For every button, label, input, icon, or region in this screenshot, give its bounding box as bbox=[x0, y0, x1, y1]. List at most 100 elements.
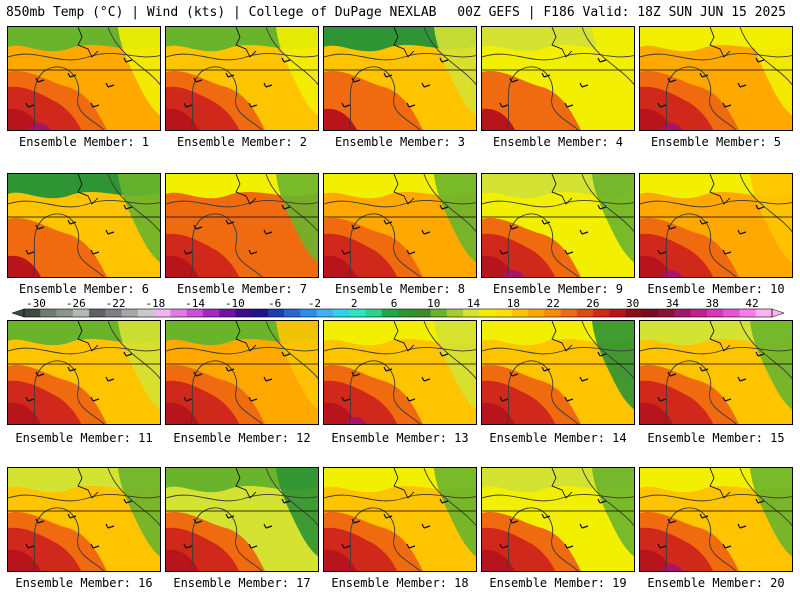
colorbar-segment bbox=[658, 309, 675, 317]
ensemble-member-label: Ensemble Member: 6 bbox=[18, 282, 150, 296]
colorbar-segment bbox=[528, 309, 545, 317]
ensemble-map-panel bbox=[639, 467, 793, 572]
ensemble-map-panel bbox=[323, 173, 477, 278]
colorbar-segment bbox=[316, 309, 334, 317]
ensemble-map-panel bbox=[7, 26, 161, 131]
ensemble-member-label: Ensemble Member: 2 bbox=[176, 135, 308, 149]
colorbar-segment bbox=[56, 309, 74, 317]
temperature-field-map bbox=[482, 468, 634, 571]
colorbar-segment bbox=[40, 309, 57, 317]
ensemble-member-label: Ensemble Member: 19 bbox=[489, 576, 627, 590]
ensemble-member-label: Ensemble Member: 8 bbox=[334, 282, 466, 296]
colorbar-segment bbox=[593, 309, 610, 317]
temperature-field-map bbox=[482, 27, 634, 130]
colorbar-segment bbox=[495, 309, 513, 317]
colorbar-segment bbox=[105, 309, 122, 317]
ensemble-map-panel bbox=[639, 26, 793, 131]
ensemble-map-panel bbox=[165, 320, 319, 425]
colorbar-segment bbox=[267, 309, 285, 317]
ensemble-member-label: Ensemble Member: 10 bbox=[647, 282, 785, 296]
ensemble-member-label: Ensemble Member: 14 bbox=[489, 431, 627, 445]
colorbar-tick-label: 22 bbox=[546, 297, 559, 310]
colorbar-segment bbox=[365, 309, 383, 317]
colorbar-segment bbox=[609, 309, 626, 317]
colorbar-segment bbox=[511, 309, 529, 317]
ensemble-member-label: Ensemble Member: 3 bbox=[334, 135, 466, 149]
ensemble-map-panel bbox=[323, 320, 477, 425]
colorbar-segment bbox=[560, 309, 578, 317]
temperature-field-map bbox=[8, 468, 160, 571]
colorbar-tick-label: 42 bbox=[745, 297, 758, 310]
ensemble-member-label: Ensemble Member: 5 bbox=[650, 135, 782, 149]
temperature-field-map bbox=[8, 174, 160, 277]
temperature-colorbar: -30 -26 -22 -18 -14 -10 -6 -2 2 6 10 14 18 22 26 30 34 38… bbox=[12, 297, 785, 318]
ensemble-member-label: Ensemble Member: 13 bbox=[331, 431, 469, 445]
colorbar-tick-label: 18 bbox=[507, 297, 520, 310]
ensemble-member-label: Ensemble Member: 7 bbox=[176, 282, 308, 296]
temperature-field-map bbox=[324, 321, 476, 424]
ensemble-member-label: Ensemble Member: 20 bbox=[647, 576, 785, 590]
colorbar-segment bbox=[284, 309, 301, 317]
colorbar-max-arrow bbox=[771, 308, 785, 318]
ensemble-map-panel bbox=[7, 320, 161, 425]
temperature-field-map bbox=[324, 468, 476, 571]
temperature-field-map bbox=[166, 174, 318, 277]
colorbar-tick-label: -30 bbox=[26, 297, 46, 310]
temperature-field-map bbox=[482, 321, 634, 424]
ensemble-map-panel bbox=[639, 320, 793, 425]
ensemble-map-panel bbox=[7, 467, 161, 572]
colorbar-segment bbox=[332, 309, 350, 317]
colorbar-tick-label: -10 bbox=[225, 297, 245, 310]
ensemble-map-panel bbox=[7, 173, 161, 278]
colorbar-segment bbox=[381, 309, 399, 317]
colorbar-tick-label: -18 bbox=[145, 297, 165, 310]
colorbar-min-arrow bbox=[12, 308, 25, 318]
colorbar-tick-label: 14 bbox=[467, 297, 481, 310]
colorbar-segment bbox=[430, 309, 448, 317]
ensemble-map-panel bbox=[323, 467, 477, 572]
colorbar-segment bbox=[219, 309, 236, 317]
ensemble-map-panel bbox=[481, 26, 635, 131]
colorbar-segment bbox=[674, 309, 691, 317]
colorbar-segment bbox=[349, 309, 366, 317]
colorbar-tick-label: -26 bbox=[66, 297, 86, 310]
ensemble-map-panel bbox=[481, 173, 635, 278]
temperature-field-map bbox=[324, 27, 476, 130]
colorbar-tick-label: -14 bbox=[185, 297, 205, 310]
ensemble-map-panel bbox=[639, 173, 793, 278]
colorbar-segment bbox=[89, 309, 106, 317]
temperature-field-map bbox=[324, 174, 476, 277]
header-valid-time: 00Z GEFS | F186 Valid: 18Z SUN JUN 15 20… bbox=[457, 5, 786, 20]
colorbar-segment bbox=[202, 309, 220, 317]
ensemble-member-label: Ensemble Member: 4 bbox=[492, 135, 624, 149]
colorbar-segment bbox=[576, 309, 594, 317]
ensemble-map-panel bbox=[165, 173, 319, 278]
header-title: 850mb Temp (°C) | Wind (kts) | College o… bbox=[6, 5, 437, 20]
ensemble-member-label: Ensemble Member: 12 bbox=[173, 431, 311, 445]
temperature-field-map bbox=[166, 321, 318, 424]
temperature-field-map bbox=[482, 174, 634, 277]
colorbar-segment bbox=[251, 309, 269, 317]
temperature-field-map bbox=[640, 27, 792, 130]
colorbar-tick-label: -2 bbox=[308, 297, 321, 310]
ensemble-map-panel bbox=[323, 26, 477, 131]
temperature-field-map bbox=[640, 468, 792, 571]
ensemble-member-label: Ensemble Member: 9 bbox=[492, 282, 624, 296]
colorbar-segment bbox=[121, 309, 139, 317]
colorbar-segment bbox=[24, 309, 41, 317]
colorbar-tick-label: 30 bbox=[626, 297, 639, 310]
colorbar-segment bbox=[723, 309, 740, 317]
colorbar-tick-label: 38 bbox=[706, 297, 719, 310]
colorbar-segment bbox=[137, 309, 155, 317]
colorbar-tick-label: 2 bbox=[351, 297, 358, 310]
ensemble-member-label: Ensemble Member: 18 bbox=[331, 576, 469, 590]
colorbar-segment bbox=[235, 309, 252, 317]
colorbar-tick-label: -22 bbox=[106, 297, 126, 310]
temperature-field-map bbox=[8, 27, 160, 130]
colorbar-segment bbox=[446, 309, 464, 317]
ensemble-map-panel bbox=[165, 467, 319, 572]
colorbar-segment bbox=[463, 309, 480, 317]
temperature-field-map bbox=[8, 321, 160, 424]
colorbar-segment bbox=[690, 309, 708, 317]
colorbar-tick-label: 6 bbox=[391, 297, 398, 310]
